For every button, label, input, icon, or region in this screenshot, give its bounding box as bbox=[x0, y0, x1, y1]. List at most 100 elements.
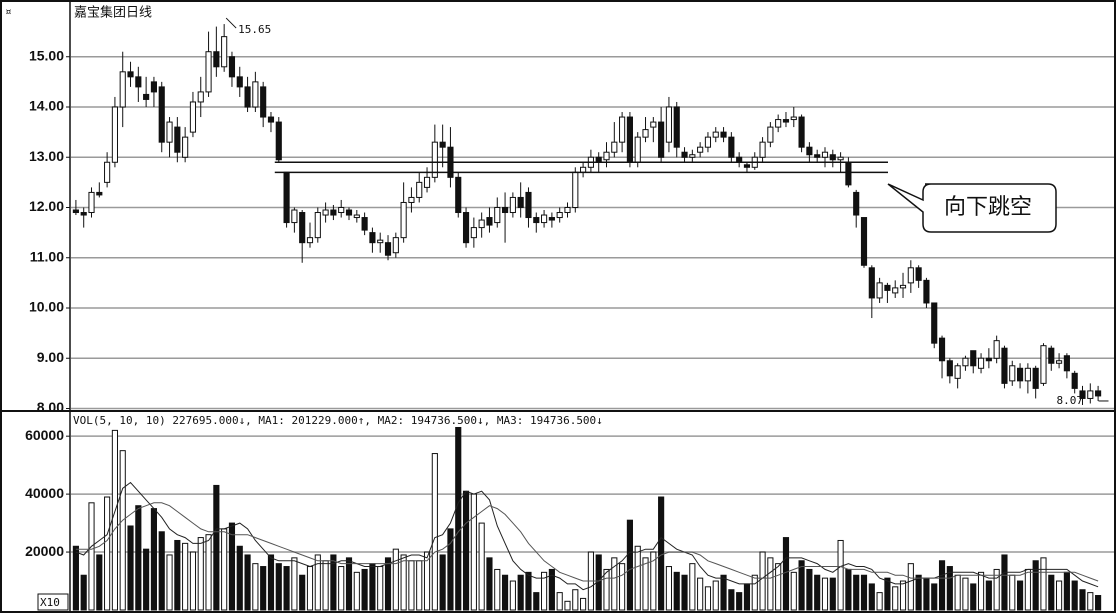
volume-bar bbox=[845, 568, 852, 611]
volume-bar bbox=[759, 551, 766, 611]
volume-bar bbox=[260, 566, 267, 611]
volume-bar bbox=[283, 566, 290, 611]
candle-body bbox=[330, 209, 337, 216]
candle-body bbox=[1001, 347, 1008, 384]
volume-bar bbox=[1001, 554, 1008, 611]
volume-bar bbox=[697, 577, 704, 611]
candle-body bbox=[1063, 355, 1070, 372]
volume-bar bbox=[541, 571, 548, 611]
candle-body bbox=[775, 119, 782, 128]
volume-bar bbox=[798, 560, 805, 611]
volume-bar bbox=[384, 557, 392, 611]
candle-body bbox=[96, 191, 103, 196]
volume-bar bbox=[626, 519, 633, 611]
volume-bar bbox=[166, 554, 173, 611]
volume-bar bbox=[946, 566, 953, 611]
candle-body bbox=[221, 36, 228, 68]
volume-bar bbox=[525, 571, 532, 611]
candle-body bbox=[80, 212, 87, 216]
volume-bar bbox=[985, 580, 992, 611]
volume-bar bbox=[548, 568, 555, 611]
candle-body bbox=[681, 151, 688, 158]
volume-bar bbox=[244, 554, 251, 611]
volume-bar bbox=[1048, 574, 1055, 611]
candle-body bbox=[127, 71, 134, 78]
candle-body bbox=[907, 267, 914, 284]
candle-body bbox=[478, 219, 485, 229]
volume-bar bbox=[314, 554, 321, 611]
volume-bar bbox=[658, 496, 665, 611]
candle-body bbox=[611, 141, 618, 153]
volume-bar bbox=[197, 537, 204, 611]
volume-bar bbox=[712, 580, 719, 611]
volume-bar bbox=[720, 574, 727, 611]
candle-body bbox=[345, 209, 353, 216]
volume-bar bbox=[642, 557, 649, 611]
volume-bar bbox=[96, 554, 103, 611]
candle-body bbox=[111, 106, 118, 163]
volume-bar bbox=[509, 580, 516, 611]
candle-body bbox=[634, 136, 641, 163]
candle-body bbox=[993, 340, 1000, 359]
y-tick-label: 12.00 bbox=[29, 198, 64, 214]
volume-bar bbox=[1040, 557, 1047, 611]
candle-body bbox=[166, 121, 173, 143]
volume-bar bbox=[1016, 580, 1024, 611]
candle-body bbox=[899, 284, 907, 289]
candle-body bbox=[626, 116, 633, 163]
candle-body bbox=[1048, 347, 1055, 364]
volume-bar bbox=[564, 600, 571, 611]
candle-body bbox=[938, 337, 946, 362]
candle-body bbox=[182, 136, 189, 158]
volume-bar bbox=[88, 502, 95, 611]
volume-bar bbox=[455, 426, 462, 611]
y-tick-label: 8.00 bbox=[37, 399, 64, 415]
candle-body bbox=[525, 191, 532, 219]
candle-body bbox=[673, 106, 680, 148]
volume-header: VOL(5, 10, 10) 227695.000↓, MA1: 201229.… bbox=[73, 414, 603, 427]
volume-bar bbox=[665, 566, 673, 611]
volume-bar bbox=[876, 592, 883, 611]
volume-bar bbox=[533, 592, 540, 611]
volume-bar bbox=[182, 542, 189, 611]
volume-bar bbox=[1095, 595, 1102, 611]
candle-body bbox=[759, 141, 766, 158]
volume-bar bbox=[205, 534, 212, 611]
volume-bar bbox=[221, 528, 228, 611]
volume-bar bbox=[814, 574, 821, 611]
candle-body bbox=[665, 106, 673, 143]
volume-bar bbox=[782, 537, 790, 611]
volume-bar bbox=[353, 571, 360, 611]
volume-bar bbox=[1071, 580, 1078, 611]
candle-body bbox=[1032, 367, 1039, 389]
candle-body bbox=[252, 81, 259, 108]
candle-body bbox=[837, 156, 844, 161]
candle-body bbox=[658, 121, 665, 158]
y2-tick-label: 20000 bbox=[25, 543, 64, 559]
candle-body bbox=[494, 206, 501, 224]
y-tick-label: 13.00 bbox=[29, 148, 64, 164]
volume-bar bbox=[416, 560, 423, 611]
candle-body bbox=[977, 357, 985, 369]
volume-bar bbox=[681, 574, 688, 611]
volume-bar bbox=[1056, 580, 1063, 611]
candle-body bbox=[213, 51, 220, 68]
candle-body bbox=[236, 76, 243, 88]
candle-body bbox=[455, 176, 462, 214]
volume-bar bbox=[330, 554, 337, 611]
volume-bar bbox=[580, 597, 587, 611]
volume-bar bbox=[338, 566, 345, 611]
candle-body bbox=[439, 141, 446, 148]
volume-bar bbox=[369, 563, 376, 611]
candle-body bbox=[985, 357, 992, 362]
candle-body bbox=[884, 284, 891, 291]
candle-body bbox=[392, 237, 399, 254]
candle-body bbox=[1087, 390, 1094, 399]
candle-body bbox=[400, 201, 407, 239]
candle-body bbox=[962, 357, 969, 367]
volume-bar bbox=[275, 563, 282, 611]
candle-body bbox=[384, 242, 392, 256]
volume-bar bbox=[899, 580, 907, 611]
corner-symbol: ¤ bbox=[5, 5, 12, 18]
